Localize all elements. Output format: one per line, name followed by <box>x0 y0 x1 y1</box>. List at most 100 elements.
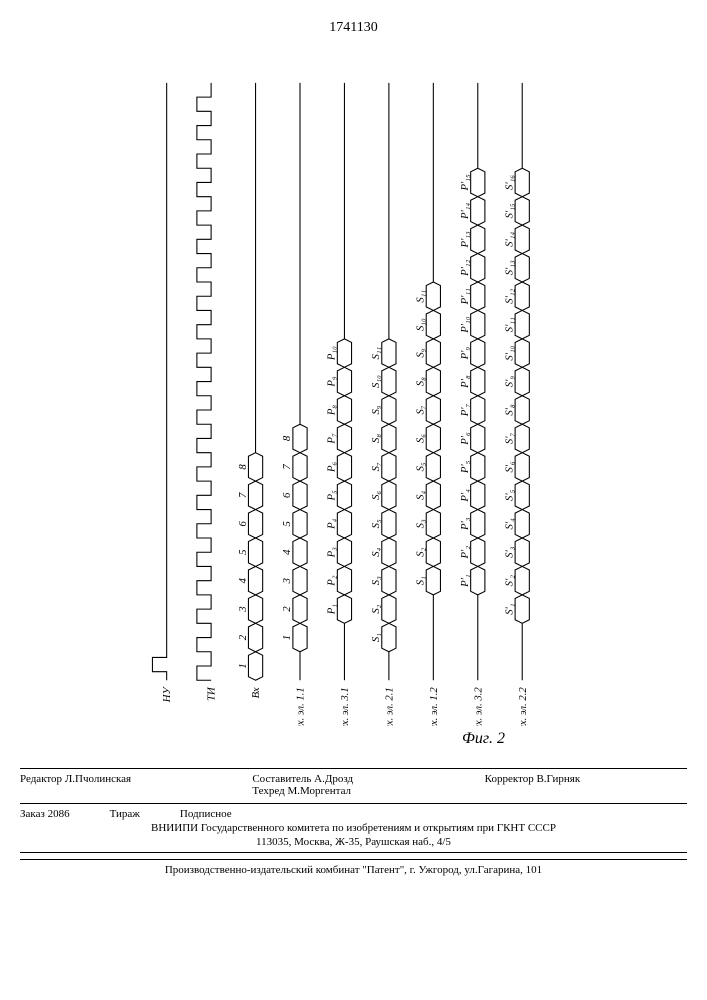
svg-text:S₁₁: S₁₁ <box>371 347 382 360</box>
svg-text:P₆: P₆ <box>327 461 338 473</box>
svg-text:P₁₀: P₁₀ <box>327 346 338 361</box>
svg-text:P'₁₂: P'₁₂ <box>460 259 471 276</box>
svg-text:P'₉: P'₉ <box>460 347 471 361</box>
svg-text:S₅: S₅ <box>416 462 427 471</box>
compiler-credit: Составитель А.Дрозд Техред М.Моргентал <box>252 773 454 797</box>
svg-text:P'₁₃: P'₁₃ <box>460 231 471 248</box>
figure-label: Фиг. 2 <box>280 730 687 748</box>
svg-text:НУ: НУ <box>162 686 173 704</box>
svg-text:S'₃: S'₃ <box>504 546 515 558</box>
svg-text:7: 7 <box>238 492 249 498</box>
doc-number: 1741130 <box>20 20 687 36</box>
svg-text:P₅: P₅ <box>327 490 338 502</box>
podpisnoe: Подписное <box>180 808 232 820</box>
svg-text:S'₁₆: S'₁₆ <box>504 175 515 190</box>
svg-text:3: 3 <box>282 578 293 584</box>
svg-text:S'₁₂: S'₁₂ <box>504 288 515 303</box>
svg-text:4: 4 <box>282 549 293 555</box>
svg-text:Вых. эл. 2.2: Вых. эл. 2.2 <box>518 687 529 726</box>
timing-diagram: НУ ТИ Вх 1 2 3 4 5 6 7 8 Вых. эл. 1.1 1 2 3 4 5 6 7 8 Вых. э… <box>140 46 620 726</box>
svg-text:P₇: P₇ <box>327 433 338 445</box>
svg-text:P'₄: P'₄ <box>460 489 471 503</box>
svg-text:P'₁₅: P'₁₅ <box>460 174 471 191</box>
svg-text:Вых. эл. 1.2: Вых. эл. 1.2 <box>429 687 440 726</box>
svg-text:S₇: S₇ <box>416 405 427 414</box>
svg-text:S₄: S₄ <box>371 547 382 556</box>
svg-text:S₃: S₃ <box>416 519 427 528</box>
svg-text:P₉: P₉ <box>327 376 338 388</box>
svg-text:P'₁₀: P'₁₀ <box>460 316 471 333</box>
svg-text:S'₈: S'₈ <box>504 404 515 416</box>
svg-text:2: 2 <box>282 606 293 612</box>
svg-text:Вых. эл. 2.1: Вых. эл. 2.1 <box>384 687 395 726</box>
svg-text:4: 4 <box>238 577 249 583</box>
corrector-credit: Корректор В.Гирняк <box>485 773 687 797</box>
svg-text:S'₉: S'₉ <box>504 376 515 388</box>
svg-text:S'₇: S'₇ <box>504 432 515 444</box>
svg-text:8: 8 <box>238 464 249 470</box>
svg-text:S₂: S₂ <box>416 547 427 556</box>
tirazh: Тираж <box>110 808 140 820</box>
svg-text:P'₅: P'₅ <box>460 460 471 474</box>
svg-text:S₂: S₂ <box>371 604 382 613</box>
svg-text:1: 1 <box>238 663 249 668</box>
credits-block: Редактор Л.Пчолинская Составитель А.Дроз… <box>20 768 687 797</box>
svg-text:P'₃: P'₃ <box>460 517 471 531</box>
footer-block: Заказ 2086 Тираж Подписное ВНИИПИ Госуда… <box>20 803 687 853</box>
svg-text:S₈: S₈ <box>416 377 427 386</box>
svg-text:6: 6 <box>282 492 293 498</box>
org-line: ВНИИПИ Государственного комитета по изоб… <box>20 822 687 834</box>
svg-text:Вых. эл. 3.1: Вых. эл. 3.1 <box>340 687 351 726</box>
svg-text:S₁: S₁ <box>416 576 427 585</box>
svg-text:S₁₀: S₁₀ <box>371 375 382 388</box>
svg-text:S₅: S₅ <box>371 519 382 528</box>
svg-text:S'₁₄: S'₁₄ <box>504 232 515 247</box>
svg-text:5: 5 <box>282 520 293 526</box>
svg-text:S₄: S₄ <box>416 491 427 500</box>
order-number: Заказ 2086 <box>20 808 70 820</box>
svg-text:S₃: S₃ <box>371 576 382 585</box>
editor-credit: Редактор Л.Пчолинская <box>20 773 222 797</box>
svg-text:1: 1 <box>282 635 293 640</box>
svg-text:S₁: S₁ <box>371 633 382 642</box>
org-address: 113035, Москва, Ж-35, Раушская наб., 4/5 <box>20 836 687 848</box>
svg-text:3: 3 <box>238 606 249 612</box>
svg-text:P₄: P₄ <box>327 518 338 530</box>
svg-text:P'₁₁: P'₁₁ <box>460 288 471 305</box>
svg-text:S'₆: S'₆ <box>504 461 515 473</box>
svg-text:S₁₁: S₁₁ <box>416 290 427 303</box>
page: 1741130 НУ ТИ Вх 1 2 3 4 5 6 7 8 Вых. эл. 1.1 1 2 3 4 5 6… <box>20 20 687 876</box>
svg-text:P'₈: P'₈ <box>460 375 471 389</box>
svg-text:S'₁₃: S'₁₃ <box>504 260 515 275</box>
svg-text:S₁₀: S₁₀ <box>416 318 427 331</box>
svg-text:P₈: P₈ <box>327 405 338 417</box>
publisher-line: Производственно-издательский комбинат "П… <box>20 859 687 876</box>
svg-text:P'₁: P'₁ <box>460 574 471 588</box>
svg-text:S₉: S₉ <box>371 405 382 414</box>
svg-text:S₉: S₉ <box>416 348 427 357</box>
svg-text:7: 7 <box>282 464 293 470</box>
svg-text:Вых. эл. 3.2: Вых. эл. 3.2 <box>473 687 484 726</box>
svg-text:P'₆: P'₆ <box>460 432 471 446</box>
timing-svg: НУ ТИ Вх 1 2 3 4 5 6 7 8 Вых. эл. 1.1 1 2 3 4 5 6 7 8 Вых. э… <box>140 46 620 726</box>
svg-text:P₃: P₃ <box>327 547 338 559</box>
svg-text:S₆: S₆ <box>416 434 427 443</box>
svg-text:2: 2 <box>238 634 249 640</box>
svg-text:5: 5 <box>238 549 249 555</box>
svg-text:8: 8 <box>282 435 293 441</box>
svg-text:P₁: P₁ <box>327 604 338 615</box>
svg-text:S'₂: S'₂ <box>504 575 515 587</box>
svg-text:ТИ: ТИ <box>207 686 218 701</box>
svg-text:Вх: Вх <box>251 687 262 698</box>
svg-text:6: 6 <box>238 520 249 526</box>
svg-text:S'₄: S'₄ <box>504 518 515 530</box>
svg-text:S₇: S₇ <box>371 462 382 471</box>
svg-text:S'₅: S'₅ <box>504 489 515 501</box>
svg-text:S'₁₅: S'₁₅ <box>504 203 515 218</box>
svg-text:S'₁: S'₁ <box>504 603 515 614</box>
svg-text:S₆: S₆ <box>371 491 382 500</box>
svg-text:P₂: P₂ <box>327 575 338 587</box>
svg-text:P'₇: P'₇ <box>460 403 471 417</box>
svg-text:Вых. эл. 1.1: Вых. эл. 1.1 <box>296 687 307 726</box>
svg-text:P'₁₄: P'₁₄ <box>460 202 471 219</box>
